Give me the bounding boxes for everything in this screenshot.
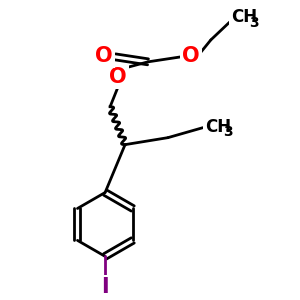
Text: 3: 3: [249, 16, 259, 30]
Text: O: O: [95, 46, 113, 66]
Text: CH: CH: [231, 8, 257, 26]
Text: O: O: [182, 46, 200, 66]
Text: O: O: [109, 67, 127, 87]
Text: CH: CH: [205, 118, 231, 136]
Text: 3: 3: [223, 125, 232, 139]
Text: I: I: [101, 277, 109, 297]
